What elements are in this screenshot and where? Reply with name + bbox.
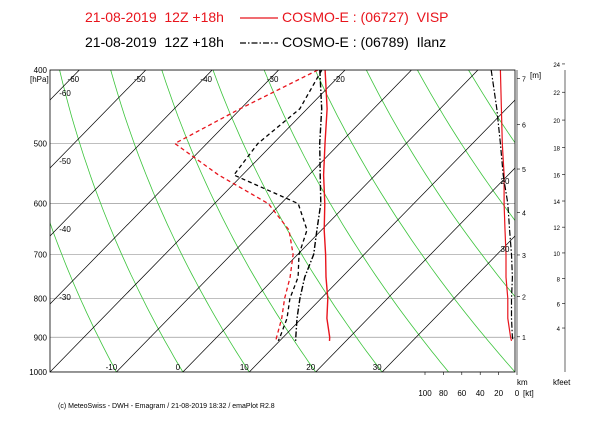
isotherm: [182, 70, 479, 372]
dry-adiabat: [314, 70, 515, 372]
y-axis-label: [hPa]: [30, 75, 49, 84]
height-label: [m]: [530, 71, 541, 80]
y-tick-label: 500: [34, 140, 48, 149]
y-tick-label: 600: [34, 200, 48, 209]
x-tick-label: -30: [59, 293, 71, 302]
x-tick-label: -40: [200, 75, 212, 84]
x-tick-label: -40: [59, 225, 71, 234]
km-tick-label: 5: [522, 167, 526, 174]
dry-adiabat: [263, 70, 449, 372]
kfeet-tick-label: 16: [553, 173, 560, 179]
x-tick-label: -30: [267, 75, 279, 84]
wind-tick-label: 100: [418, 389, 432, 398]
kfeet-tick-label: 12: [553, 226, 560, 232]
x-tick-label: 0: [176, 363, 181, 372]
kfeet-tick-label: 22: [553, 91, 560, 97]
kfeet-tick-label: 8: [557, 277, 561, 283]
kfeet-tick-label: 18: [553, 146, 560, 152]
kfeet-tick-label: 10: [553, 252, 560, 258]
dewpoint-line: [173, 70, 319, 342]
plot-frame: [49, 69, 516, 373]
footer: (c) MeteoSwiss - DWH - Emagram / 21-08-2…: [58, 403, 275, 410]
km-tick-label: 2: [522, 294, 526, 301]
wind-tick-label: 80: [439, 389, 448, 398]
dry-adiabat: [212, 70, 383, 372]
wind-tick-label: 40: [476, 389, 485, 398]
x-tick-label: -60: [59, 89, 71, 98]
x-tick-label: 20: [501, 177, 510, 186]
wind-speed-line: [490, 70, 514, 342]
dry-adiabat: [50, 221, 117, 372]
x-tick-label: 30: [501, 245, 510, 254]
isotherm: [381, 235, 515, 372]
isotherm: [116, 70, 412, 372]
dry-adiabat: [110, 70, 250, 372]
wind-tick-label: 0: [515, 389, 520, 398]
km-tick-label: 4: [522, 211, 526, 218]
x-tick-label: -50: [59, 157, 71, 166]
x-tick-label: -10: [106, 363, 118, 372]
wind-speed-line: [499, 70, 513, 342]
kfeet-label: kfeet: [553, 378, 571, 387]
y-tick-label: 700: [34, 250, 48, 259]
dry-adiabat: [365, 70, 515, 298]
wind-label: [kt]: [523, 389, 534, 398]
y-tick-label: 900: [34, 333, 48, 342]
isotherm: [50, 70, 346, 372]
km-tick-label: 1: [522, 335, 526, 342]
kfeet-tick-label: 20: [553, 119, 560, 125]
y-tick-label: 400: [34, 66, 48, 75]
dry-adiabat: [59, 70, 184, 372]
legend-run: 21-08-2019 12Z +18h: [85, 9, 224, 25]
x-tick-label: 20: [306, 363, 315, 372]
isotherm: [249, 99, 515, 372]
wind-tick-label: 60: [457, 389, 466, 398]
legend-name: COSMO-E : (06789) Ilanz: [282, 34, 446, 50]
dry-adiabat: [161, 70, 317, 372]
kfeet-tick-label: 6: [557, 302, 561, 308]
km-tick-label: 3: [522, 253, 526, 260]
x-tick-label: -50: [134, 75, 146, 84]
profile-layer: [173, 70, 514, 342]
isotherm: [50, 70, 213, 237]
legend-run: 21-08-2019 12Z +18h: [85, 34, 224, 50]
km-tick-label: 6: [522, 122, 526, 129]
y-tick-label: 1000: [29, 368, 47, 377]
isotherm: [50, 70, 147, 169]
x-tick-label: 30: [373, 363, 382, 372]
kfeet-tick-label: 4: [557, 327, 561, 333]
x-tick-label: -60: [68, 75, 80, 84]
grid-layer: [50, 70, 515, 372]
legend-name: COSMO-E : (06727) VISP: [282, 9, 449, 25]
dry-adiabat: [417, 70, 515, 222]
dewpoint-line: [232, 70, 323, 342]
isotherm: [50, 70, 279, 305]
wind-tick-label: 20: [494, 389, 503, 398]
temperature-line: [322, 70, 331, 341]
x-tick-label: -20: [333, 75, 345, 84]
isotherm: [315, 167, 515, 372]
temperature-line: [294, 70, 323, 341]
kfeet-tick-label: 24: [553, 63, 560, 69]
km-tick-label: 7: [522, 77, 526, 84]
kfeet-tick-label: 14: [553, 200, 560, 206]
km-label: km: [517, 378, 528, 387]
x-tick-label: 10: [240, 363, 249, 372]
y-tick-label: 800: [34, 294, 48, 303]
